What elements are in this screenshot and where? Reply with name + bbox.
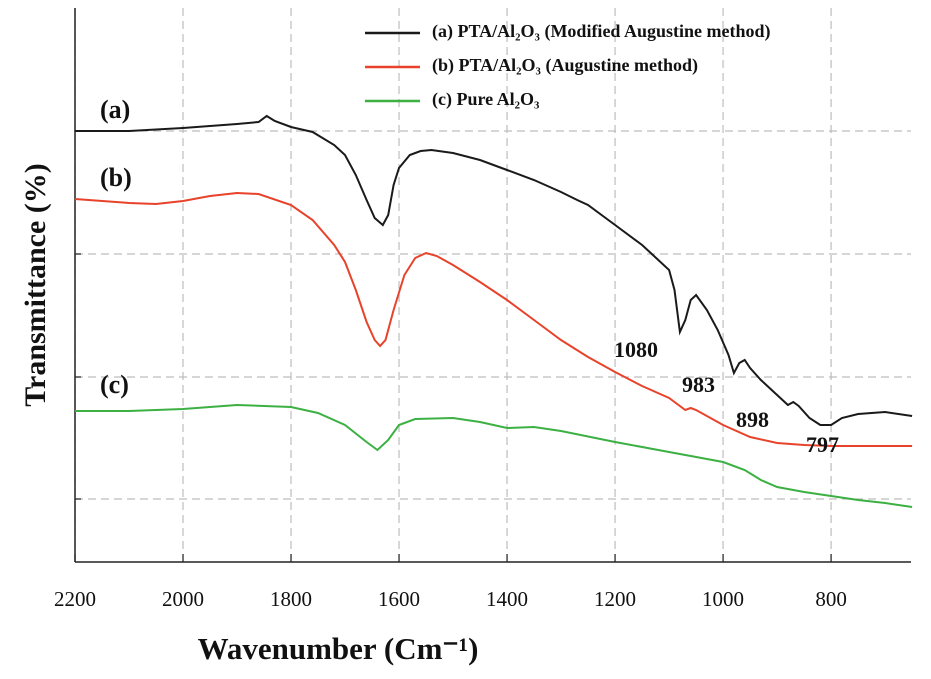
- series-line: [75, 403, 913, 508]
- annotation: (a): [100, 95, 130, 124]
- x-tick-label: 1400: [486, 587, 528, 611]
- legend-label: (a) PTA/Al₂O₃ (Modified Augustine method…: [432, 21, 770, 42]
- x-tick-label: 1200: [594, 587, 636, 611]
- x-tick-label: 1600: [378, 587, 420, 611]
- annotation: 983: [682, 372, 715, 397]
- x-tick-label: 1800: [270, 587, 312, 611]
- x-axis-label: Wavenumber (Cm⁻¹): [198, 631, 479, 666]
- annotation: (c): [100, 370, 129, 399]
- x-tick-label: 800: [815, 587, 847, 611]
- legend-label: (c) Pure Al₂O₃: [432, 89, 540, 110]
- annotation: 898: [736, 407, 769, 432]
- annotation: 797: [806, 432, 839, 457]
- series-line: [74, 191, 913, 447]
- x-tick-label: 2000: [162, 587, 204, 611]
- legend-label: (b) PTA/Al₂O₃ (Augustine method): [432, 55, 698, 76]
- x-tick-label: 1000: [702, 587, 744, 611]
- annotation: 1080: [614, 337, 658, 362]
- series-line: [75, 114, 913, 426]
- x-tick-label: 2200: [54, 587, 96, 611]
- y-axis-label: Transmittance (%): [19, 163, 52, 407]
- annotation: (b): [100, 163, 132, 192]
